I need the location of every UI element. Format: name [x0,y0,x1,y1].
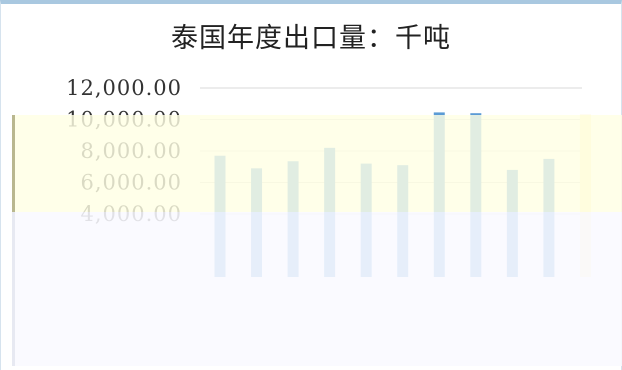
bar [433,112,445,277]
y-tick-label: 6,000.00 [80,171,182,195]
bar [470,113,482,277]
bars [214,112,591,278]
bar [579,114,591,278]
y-axis-tick-labels: 12,000.00 10,000.00 8,000.00 6,000.00 4,000.… [66,76,182,226]
y-tick-label: 10,000.00 [66,108,182,132]
bar [287,161,299,277]
bar [214,155,226,277]
bar [251,168,263,277]
bar [506,169,518,277]
y-tick-label: 4,000.00 [80,202,182,226]
bar [397,165,409,277]
bar [360,163,372,277]
bar [543,158,555,277]
bar [324,147,336,277]
chart-title: 泰国年度出口量：千吨 [171,23,451,54]
y-tick-label: 8,000.00 [80,139,182,163]
y-tick-label: 12,000.00 [66,76,182,100]
